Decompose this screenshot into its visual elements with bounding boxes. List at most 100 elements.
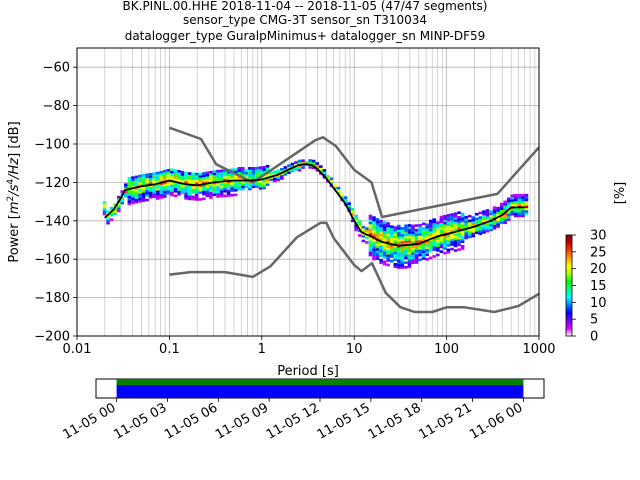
- x-tick-label: 100: [434, 342, 459, 357]
- histogram-cell: [372, 230, 376, 233]
- x-axis-label: Period [s]: [277, 364, 339, 379]
- histogram-cell: [372, 255, 376, 259]
- histogram-cell: [216, 179, 220, 182]
- coverage-tick-label: 11-05 21: [416, 400, 474, 442]
- histogram-cell: [372, 248, 376, 252]
- histogram-cell: [155, 190, 160, 193]
- histogram-cell: [109, 218, 114, 222]
- histogram-cell: [365, 227, 369, 230]
- histogram-cell: [152, 190, 156, 194]
- histogram-cell: [379, 231, 383, 234]
- histogram-cell: [290, 162, 295, 166]
- histogram-cell: [272, 179, 277, 183]
- x-tick-label: 1: [258, 342, 266, 357]
- histogram-cell: [148, 189, 153, 192]
- histogram-cell: [368, 237, 373, 241]
- histogram-cell: [148, 175, 153, 178]
- histogram-cell: [152, 195, 156, 199]
- histogram-cell: [418, 253, 422, 257]
- histogram-cell: [358, 234, 362, 237]
- histogram-cell: [432, 248, 437, 251]
- histogram-cell: [471, 230, 476, 233]
- histogram-cell: [202, 188, 206, 191]
- histogram-cell: [191, 177, 195, 180]
- histogram-cell: [471, 216, 476, 219]
- histogram-cell: [464, 218, 468, 221]
- histogram-cell: [418, 246, 422, 250]
- histogram-cell: [393, 226, 398, 229]
- histogram-cell: [233, 188, 238, 192]
- histogram-cell: [372, 241, 376, 245]
- histogram-cell: [180, 177, 185, 181]
- histogram-cell: [219, 174, 224, 177]
- histogram-cell: [191, 179, 195, 183]
- histogram-cell: [216, 190, 220, 194]
- histogram-cell: [418, 240, 422, 243]
- histogram-cell: [446, 250, 451, 254]
- histogram-cell: [453, 219, 458, 222]
- histogram-cell: [386, 240, 390, 244]
- histogram-cell: [184, 180, 188, 184]
- histogram-cell: [102, 203, 107, 207]
- histogram-cell: [453, 212, 458, 215]
- histogram-cell: [116, 209, 121, 213]
- histogram-cell: [173, 189, 178, 193]
- histogram-cell: [145, 175, 149, 179]
- chart-title-line-3: datalogger_type GuralpMinimus+ datalogge…: [125, 29, 486, 43]
- histogram-cell: [457, 218, 461, 221]
- histogram-cell: [159, 180, 164, 183]
- histogram-cell: [138, 190, 142, 194]
- y-tick-label: −140: [34, 214, 70, 229]
- histogram-cell: [379, 229, 383, 232]
- histogram-cell: [141, 187, 146, 191]
- histogram-cell: [127, 179, 132, 183]
- histogram-cell: [404, 224, 408, 228]
- histogram-cell: [425, 248, 429, 252]
- histogram-cell: [297, 166, 302, 170]
- histogram-cell: [414, 224, 419, 227]
- histogram-cell: [404, 249, 408, 253]
- histogram-cell: [155, 194, 160, 198]
- histogram-cell: [113, 210, 117, 214]
- histogram-cell: [248, 183, 252, 186]
- histogram-cell: [443, 221, 447, 225]
- histogram-cell: [106, 221, 110, 225]
- histogram-cell: [230, 189, 234, 192]
- histogram-cell: [411, 229, 415, 232]
- histogram-cell: [205, 171, 210, 175]
- coverage-tick-label: 11-05 15: [315, 400, 373, 442]
- histogram-cell: [478, 227, 483, 231]
- histogram-cell: [258, 166, 263, 170]
- histogram-cell: [521, 210, 525, 213]
- histogram-cell: [506, 213, 511, 217]
- histogram-cell: [120, 201, 125, 205]
- histogram-cell: [262, 168, 266, 171]
- histogram-cell: [436, 228, 440, 231]
- histogram-cell: [393, 237, 398, 241]
- histogram-cell: [457, 220, 461, 224]
- colorbar-tick-label: 5: [590, 313, 598, 328]
- histogram-cell: [400, 236, 405, 239]
- histogram-cell: [386, 259, 390, 262]
- histogram-cell: [354, 214, 359, 218]
- histogram-cell: [436, 253, 440, 257]
- histogram-cell: [514, 210, 518, 213]
- histogram-cell: [138, 177, 142, 180]
- histogram-cell: [375, 222, 380, 226]
- histogram-cell: [131, 185, 135, 189]
- histogram-cell: [418, 244, 422, 248]
- histogram-cell: [280, 170, 284, 173]
- histogram-cell: [241, 171, 245, 175]
- histogram-cell: [386, 252, 390, 255]
- histogram-cell: [187, 195, 192, 198]
- histogram-cell: [425, 230, 429, 233]
- histogram-cell: [397, 245, 401, 249]
- histogram-cell: [503, 207, 507, 211]
- histogram-cell: [464, 225, 468, 228]
- histogram-cell: [485, 227, 490, 231]
- histogram-cell: [280, 172, 284, 176]
- histogram-cell: [457, 243, 461, 247]
- histogram-cell: [404, 245, 408, 248]
- histogram-cell: [184, 187, 188, 191]
- histogram-cell: [191, 188, 195, 192]
